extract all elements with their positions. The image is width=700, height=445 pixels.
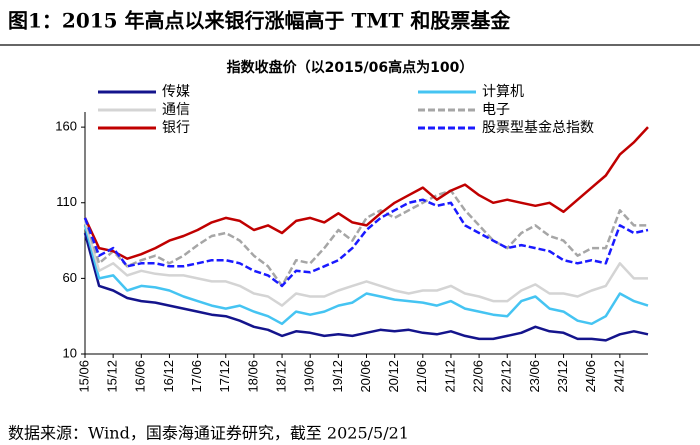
x-tick-label: 22/12: [499, 360, 514, 393]
series-line: [83, 232, 649, 342]
x-tick-label: 24/06: [583, 360, 598, 393]
x-tick-label: 20/06: [358, 360, 373, 393]
legend-label: 计算机: [482, 84, 524, 100]
series-line: [83, 220, 648, 307]
x-tick-label: 20/12: [386, 360, 401, 393]
y-tick-label: 10: [63, 345, 77, 360]
x-tick-label: 17/12: [217, 360, 232, 393]
x-tick-label: 19/12: [330, 360, 345, 393]
source-note: 数据来源：Wind，国泰海通证券研究，截至 2025/5/21: [8, 424, 409, 443]
legend-label: 股票型基金总指数: [482, 119, 594, 136]
x-tick-label: 15/12: [105, 360, 120, 393]
x-tick-label: 21/06: [414, 360, 429, 393]
x-tick-label: 16/12: [161, 360, 176, 393]
legend-label: 通信: [162, 102, 190, 118]
chart-subtitle: 指数收盘价（以2015/06高点为100）: [227, 59, 474, 76]
y-tick-label: 160: [55, 119, 77, 134]
legend-label: 电子: [482, 102, 510, 118]
x-tick-label: 15/06: [76, 360, 91, 393]
x-tick-label: 21/12: [442, 360, 457, 393]
x-tick-label: 16/06: [133, 360, 148, 393]
chart-title: 图1：2015 年高点以来银行涨幅高于 TMT 和股票基金: [8, 9, 511, 33]
x-tick-label: 19/06: [302, 360, 317, 393]
x-tick-label: 23/12: [555, 360, 570, 393]
x-tick-label: 18/06: [245, 360, 260, 393]
legend-label: 银行: [162, 120, 190, 136]
series-line: [83, 198, 649, 288]
x-tick-label: 24/12: [611, 360, 626, 393]
legend-label: 传媒: [162, 84, 190, 100]
x-tick-label: 22/06: [471, 360, 486, 393]
x-tick-label: 17/06: [189, 360, 204, 393]
y-tick-label: 60: [63, 270, 77, 285]
series-line: [83, 189, 648, 288]
series-line: [83, 225, 649, 326]
series-line: [83, 126, 649, 260]
y-tick-label: 110: [56, 194, 77, 209]
x-tick-label: 18/12: [273, 360, 288, 393]
x-tick-label: 23/06: [527, 360, 542, 393]
